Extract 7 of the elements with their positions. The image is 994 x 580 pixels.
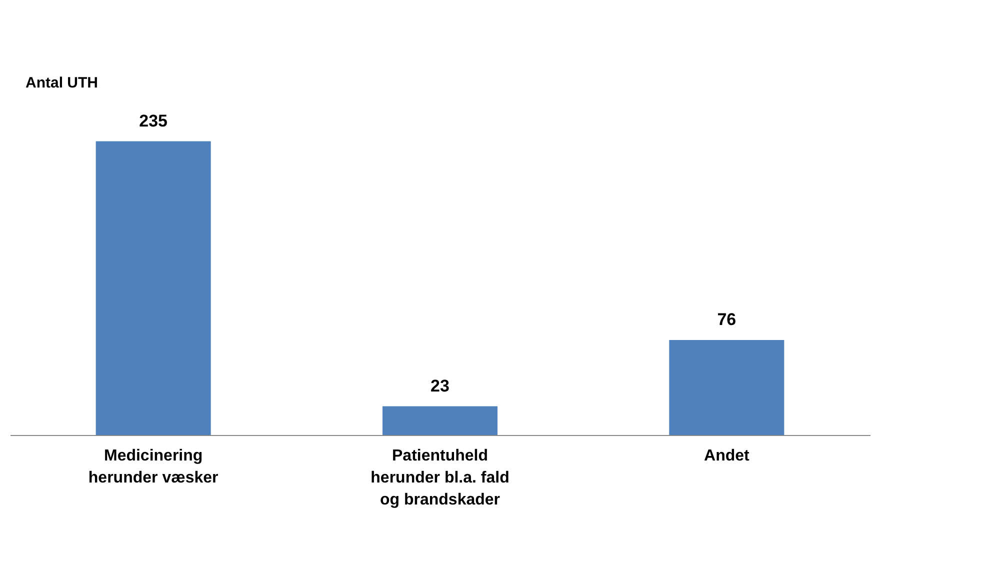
- x-tick-label: Medicinering herunder væsker: [88, 448, 218, 486]
- x-tick-label: Andet: [704, 448, 750, 464]
- x-tick-label: Patientuheld herunder bl.a. fald og brandskader: [370, 448, 510, 508]
- data-label: 23: [430, 376, 450, 396]
- y-axis-title: Antal UTH: [26, 74, 98, 92]
- data-label: 235: [139, 111, 168, 130]
- data-label: 76: [717, 310, 736, 329]
